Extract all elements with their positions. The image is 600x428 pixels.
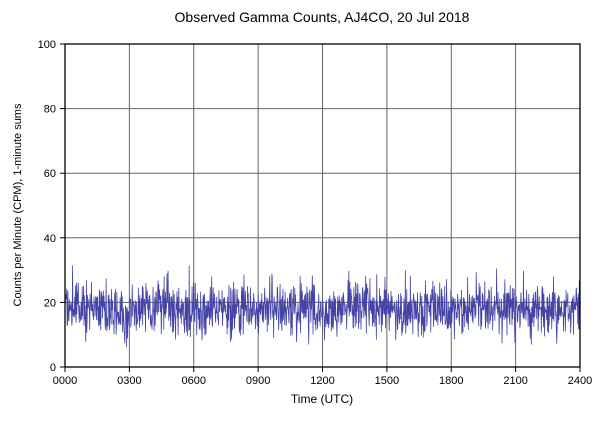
x-tick-label: 0000 [53, 375, 77, 387]
data-series-line [64, 265, 581, 348]
y-tick-label: 0 [50, 362, 56, 374]
x-tick-label: 2100 [503, 375, 527, 387]
y-tick-label: 40 [44, 233, 56, 245]
x-tick-label: 1800 [439, 375, 463, 387]
x-tick-label: 0600 [182, 375, 206, 387]
x-axis-label: Time (UTC) [290, 392, 354, 406]
y-tick-label: 100 [38, 39, 56, 51]
x-tick-label: 2400 [568, 375, 592, 387]
x-tick-label: 0900 [246, 375, 270, 387]
x-tick-label: 0300 [117, 375, 141, 387]
x-tick-label: 1500 [375, 375, 399, 387]
chart-title: Observed Gamma Counts, AJ4CO, 20 Jul 201… [174, 9, 470, 25]
y-tick-label: 80 [44, 104, 56, 116]
y-tick-label: 20 [44, 297, 56, 309]
y-tick-label: 60 [44, 168, 56, 180]
plot-frame [64, 43, 581, 368]
x-tick-label: 1200 [310, 375, 334, 387]
